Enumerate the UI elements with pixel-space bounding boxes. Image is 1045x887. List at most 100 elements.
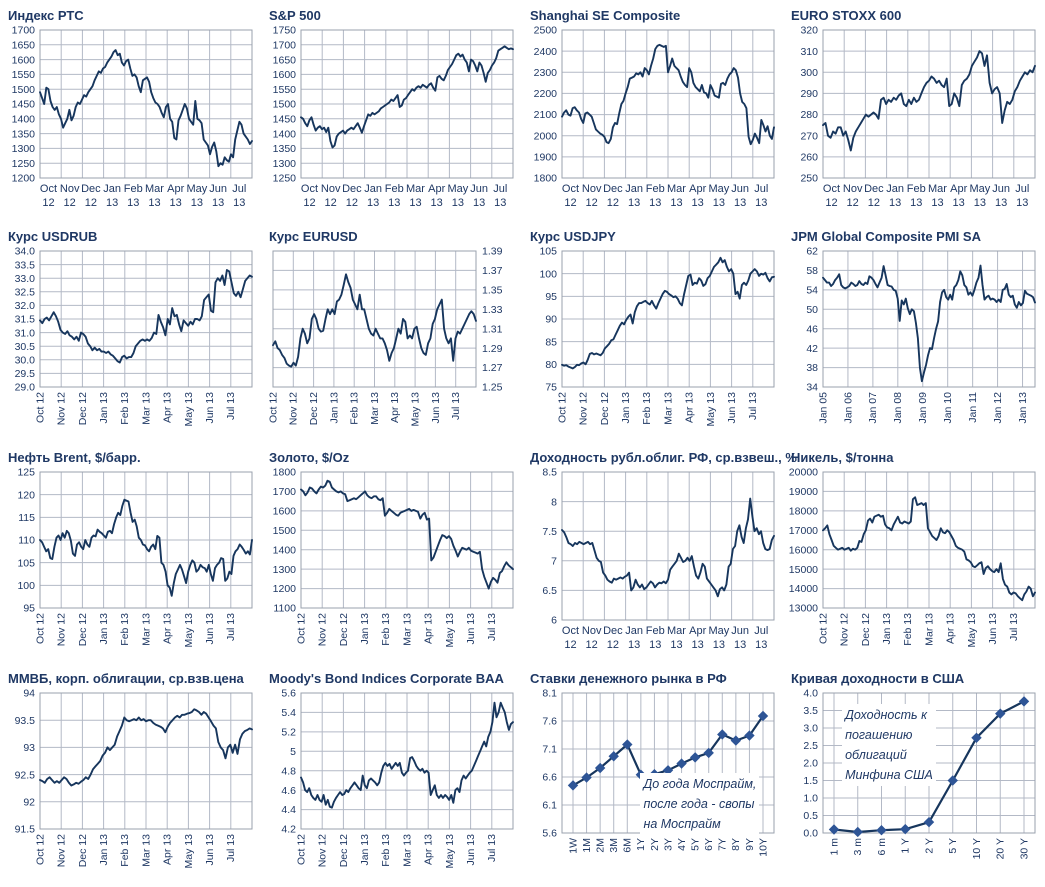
x-axis-label: Jan 13: [98, 834, 110, 866]
y-axis-tick-label: 93: [23, 742, 35, 754]
chart-plot: 8.5 8 7.5 7 6.5 6 Oct 12 Nov 12 Dec 12 Jan 13 Feb 13 Mar…: [542, 467, 775, 651]
y-axis-tick-label: 6.5: [542, 585, 557, 597]
chart-title: JPM Global Composite PMI SA: [791, 229, 981, 244]
x-axis-label-month: Jan: [364, 183, 382, 195]
x-axis-label-month: Jul: [493, 183, 507, 195]
x-axis-label-month: Jan: [625, 183, 643, 195]
x-axis-label-year: 13: [127, 197, 139, 209]
y-axis-tick-label: 2.5: [803, 740, 818, 752]
x-axis-label: Apr 13: [684, 392, 696, 423]
y-axis-tick-label: 5.4: [281, 707, 296, 719]
y-axis-tick-label: 290: [800, 88, 818, 100]
x-axis-label-year: 13: [191, 197, 203, 209]
y-axis-tick-label: 1.25: [482, 382, 503, 394]
series-line: [561, 43, 775, 146]
y-axis-tick-label: 15000: [789, 564, 818, 576]
series-line: [822, 496, 1036, 602]
plot-border: [39, 250, 253, 388]
y-axis-tick-label: 2.0: [803, 758, 818, 770]
y-axis-tick-label: 1700: [273, 486, 297, 498]
chart-cell: Доходность рубл.облиг. РФ, ср.взвеш., % 8…: [522, 442, 797, 663]
y-axis-tick-label: 2000: [534, 130, 558, 142]
x-axis-label: Oct 12: [295, 613, 307, 644]
x-axis-label-year: 13: [910, 197, 922, 209]
series-line: [39, 498, 253, 597]
x-axis-label: Oct 12: [267, 392, 279, 423]
y-axis-tick-label: 42: [806, 343, 818, 355]
y-axis-tick-label: 4.4: [281, 804, 296, 816]
y-axis-tick-label: 5.2: [281, 727, 296, 739]
x-axis-label: May 13: [409, 392, 421, 427]
y-axis-tick-label: 1400: [12, 113, 36, 125]
plot-border: [300, 692, 514, 830]
x-axis-label: 1W: [567, 838, 579, 854]
x-axis-label-month: Mar: [928, 183, 947, 195]
plot-border: [300, 29, 514, 179]
x-axis-label-year: 12: [825, 197, 837, 209]
x-axis-label: Feb 13: [380, 613, 392, 646]
x-axis-label-year: 12: [346, 197, 358, 209]
x-axis-label-year: 13: [995, 197, 1007, 209]
x-axis-label-month: May: [708, 625, 729, 637]
y-axis-tick-label: 75: [545, 382, 557, 394]
chart-title: Курс USDRUB: [8, 229, 98, 244]
y-axis-tick-label: 6.6: [542, 772, 557, 784]
x-axis-label: Mar 13: [140, 834, 152, 867]
x-axis-label: Jun 13: [465, 834, 477, 866]
y-axis-tick-label: 0.0: [803, 828, 818, 840]
x-axis-label: Jan 13: [359, 834, 371, 866]
x-axis-label: 2M: [595, 838, 607, 853]
x-axis-label-month: Oct: [823, 183, 840, 195]
y-axis-tick-label: 92: [23, 796, 35, 808]
x-axis-label-month: Jul: [754, 183, 768, 195]
x-axis-label-month: Mar: [406, 183, 425, 195]
chart-title: Moody's Bond Indices Corporate BAA: [269, 671, 504, 686]
x-axis-label: Jan 13: [1017, 392, 1029, 424]
x-axis-label-year: 13: [692, 639, 704, 651]
y-axis-tick-label: 20000: [789, 467, 818, 479]
y-axis-tick-label: 54: [806, 285, 818, 297]
y-axis-tick-label: 62: [806, 246, 818, 258]
annotation-line: До года Моспрайм,: [643, 776, 757, 791]
y-axis-tick-label: 1650: [273, 54, 297, 66]
x-axis-label: 1 m: [828, 838, 840, 856]
annotation-line: облигаций: [845, 748, 907, 763]
y-axis-tick-label: 2200: [534, 88, 558, 100]
x-axis-label-year: 12: [586, 197, 598, 209]
y-axis-tick-label: 3.5: [803, 705, 818, 717]
y-axis-tick-label: 110: [18, 535, 35, 547]
y-axis-tick-label: 1.39: [482, 246, 503, 258]
annotation-line: погашению: [845, 728, 913, 743]
y-axis-tick-label: 17000: [789, 525, 818, 537]
x-axis-label-month: Jun: [731, 183, 749, 195]
x-axis-label: 6M: [622, 838, 634, 853]
x-axis-label-year: 12: [607, 197, 619, 209]
x-axis-label: Oct 12: [817, 613, 829, 644]
x-axis-label-year: 13: [953, 197, 965, 209]
x-axis-label: Oct 12: [34, 392, 46, 423]
y-axis-tick-label: 1400: [273, 128, 297, 140]
y-axis-tick-label: 2400: [534, 46, 558, 58]
x-axis-label-month: Apr: [428, 183, 445, 195]
x-axis-label: Dec 12: [77, 834, 89, 867]
x-axis-label-month: May: [447, 183, 468, 195]
x-axis-label-year: 13: [734, 639, 746, 651]
x-axis-label: 20 Y: [995, 838, 1007, 859]
x-axis-label-year: 12: [42, 197, 54, 209]
x-axis-label-month: Feb: [124, 183, 143, 195]
series-line: [300, 45, 514, 149]
data-point-marker: [608, 751, 619, 762]
x-axis-label: Feb 13: [119, 834, 131, 867]
x-axis-label: Feb 13: [380, 834, 392, 867]
y-axis-tick-label: 1200: [12, 173, 36, 185]
y-axis-tick-label: 320: [800, 25, 818, 37]
x-axis-label: Dec 12: [77, 613, 89, 646]
y-axis-tick-label: 1350: [273, 143, 297, 155]
x-axis-label-year: 13: [931, 197, 943, 209]
x-axis-label-month: Apr: [950, 183, 967, 195]
x-axis-label-month: Nov: [582, 625, 602, 637]
chart-plot: 1.39 1.37 1.35 1.33 1.31 1.29 1.27 1.25 Oct 12 No…: [267, 246, 503, 427]
x-axis-label: Jan 10: [942, 392, 954, 424]
chart-title: Курс USDJPY: [530, 229, 616, 244]
chart-cell: ММВБ, корп. облигации, ср.взв.цена 94 93.5…: [0, 663, 261, 884]
